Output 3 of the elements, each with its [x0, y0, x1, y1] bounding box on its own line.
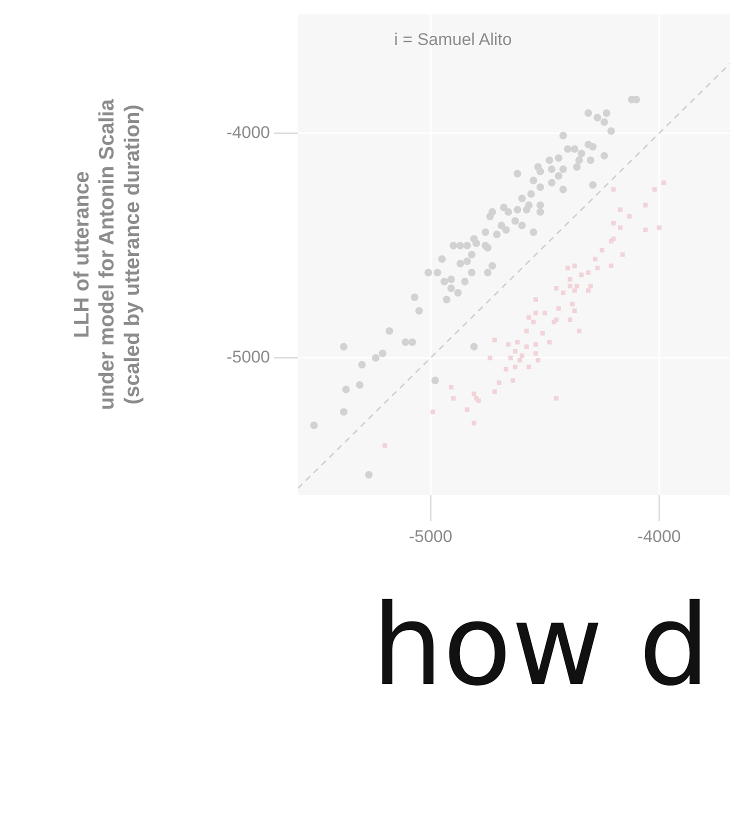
text: how d [372, 581, 710, 711]
text: i = Samuel Alito [394, 30, 512, 49]
y-axis-title: LLH of utterance under model for Antonin Scalia (scaled by utterance duration) [70, 98, 144, 410]
